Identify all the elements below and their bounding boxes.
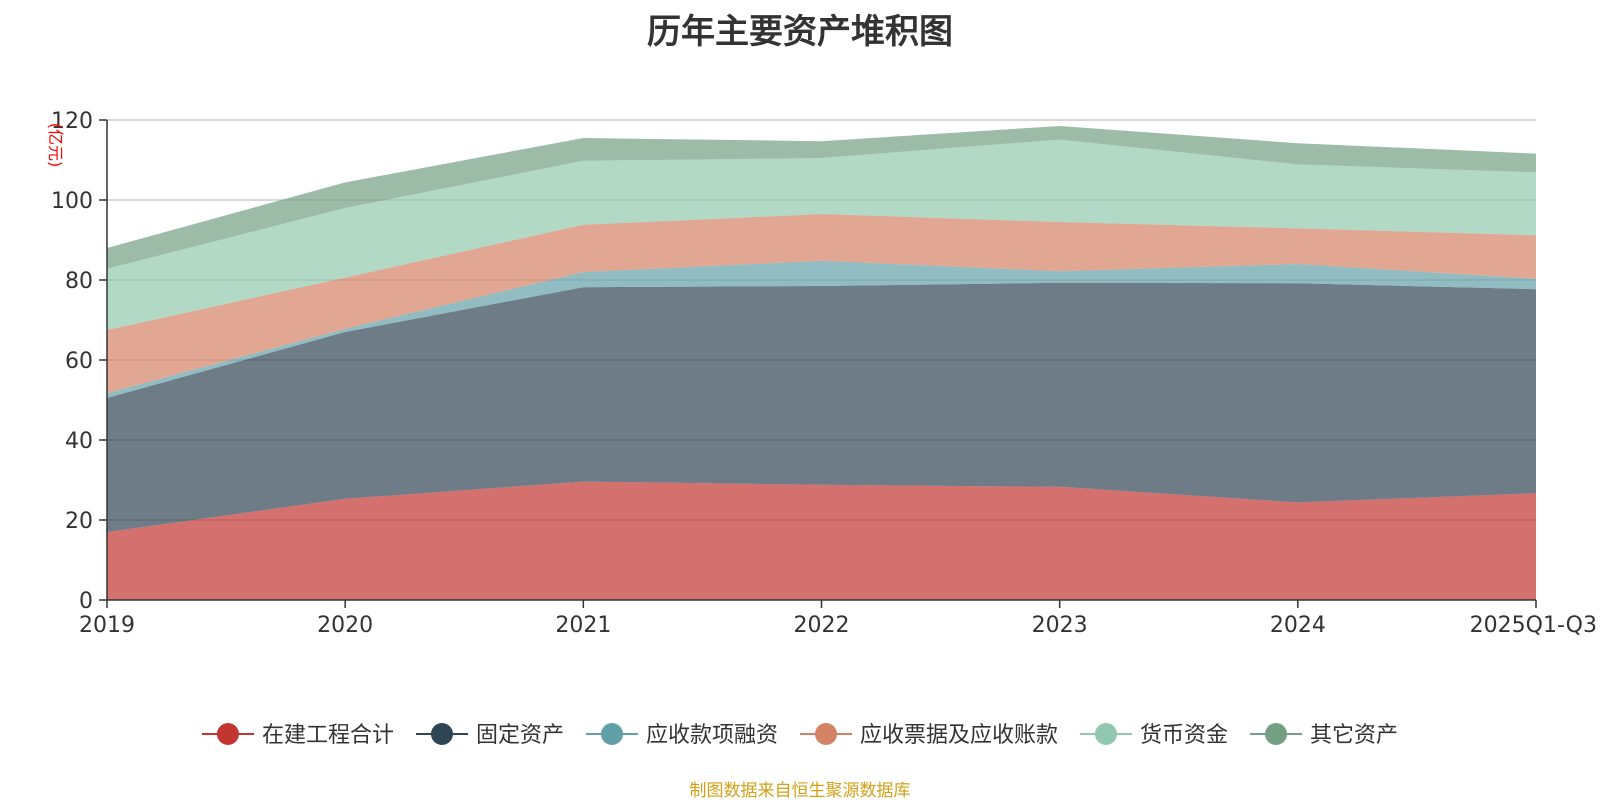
y-tick-label: 20	[65, 509, 93, 534]
chart-title: 历年主要资产堆积图	[647, 12, 953, 52]
legend-label: 在建工程合计	[262, 723, 394, 748]
axes: 0 20 40 60 80 100 120 2019 2020 2021 2022 2023 2024 2…	[51, 109, 1597, 638]
x-tick-label: 2019	[79, 613, 135, 638]
x-tick-label: 2022	[794, 613, 850, 638]
legend-marker	[600, 723, 623, 745]
legend-marker	[1265, 723, 1288, 745]
area-series-5[interactable]	[107, 126, 1536, 269]
y-tick-label: 40	[65, 429, 93, 454]
legend-item-4[interactable]: 货币资金	[1080, 723, 1228, 748]
legend-label: 货币资金	[1140, 723, 1228, 748]
legend-label: 应收票据及应收账款	[860, 723, 1058, 748]
x-tick-label: 2020	[317, 613, 373, 638]
y-tick-label: 0	[79, 589, 93, 614]
y-tick-label: 60	[65, 349, 93, 374]
legend-label: 其它资产	[1310, 723, 1398, 748]
legend-marker	[815, 723, 837, 745]
legend-item-3[interactable]: 应收票据及应收账款	[800, 723, 1058, 748]
area-series-0[interactable]	[107, 481, 1536, 600]
y-tick-label: 100	[51, 189, 93, 214]
legend-item-0[interactable]: 在建工程合计	[201, 723, 394, 748]
area-series-4[interactable]	[107, 139, 1536, 330]
y-axis-unit-label: (亿元)	[46, 123, 65, 168]
x-tick-label: 2021	[555, 613, 611, 638]
legend-marker	[216, 723, 239, 745]
source-note: 制图数据来自恒生聚源数据库	[690, 781, 911, 800]
legend-marker	[1095, 723, 1118, 745]
legend-marker	[430, 723, 453, 745]
area-series-2[interactable]	[107, 260, 1536, 398]
legend-label: 固定资产	[476, 723, 564, 748]
x-tick-label: 2024	[1270, 613, 1326, 638]
x-tick-label: 2023	[1032, 613, 1088, 638]
legend-item-5[interactable]: 其它资产	[1250, 723, 1398, 748]
legend-item-1[interactable]: 固定资产	[415, 723, 564, 748]
area-series-1[interactable]	[107, 282, 1536, 532]
area-series-3[interactable]	[107, 214, 1536, 394]
legend-item-2[interactable]: 应收款项融资	[585, 723, 778, 748]
legend-label: 应收款项融资	[646, 723, 778, 748]
x-tick-label: 2025Q1-Q3	[1470, 613, 1597, 638]
y-tick-label: 120	[51, 109, 93, 134]
plot-areas	[107, 126, 1536, 600]
y-tick-label: 80	[65, 269, 93, 294]
legend[interactable]: 在建工程合计 固定资产 应收款项融资 应收票据及应收账款 货币资金 其它资产	[201, 723, 1398, 748]
